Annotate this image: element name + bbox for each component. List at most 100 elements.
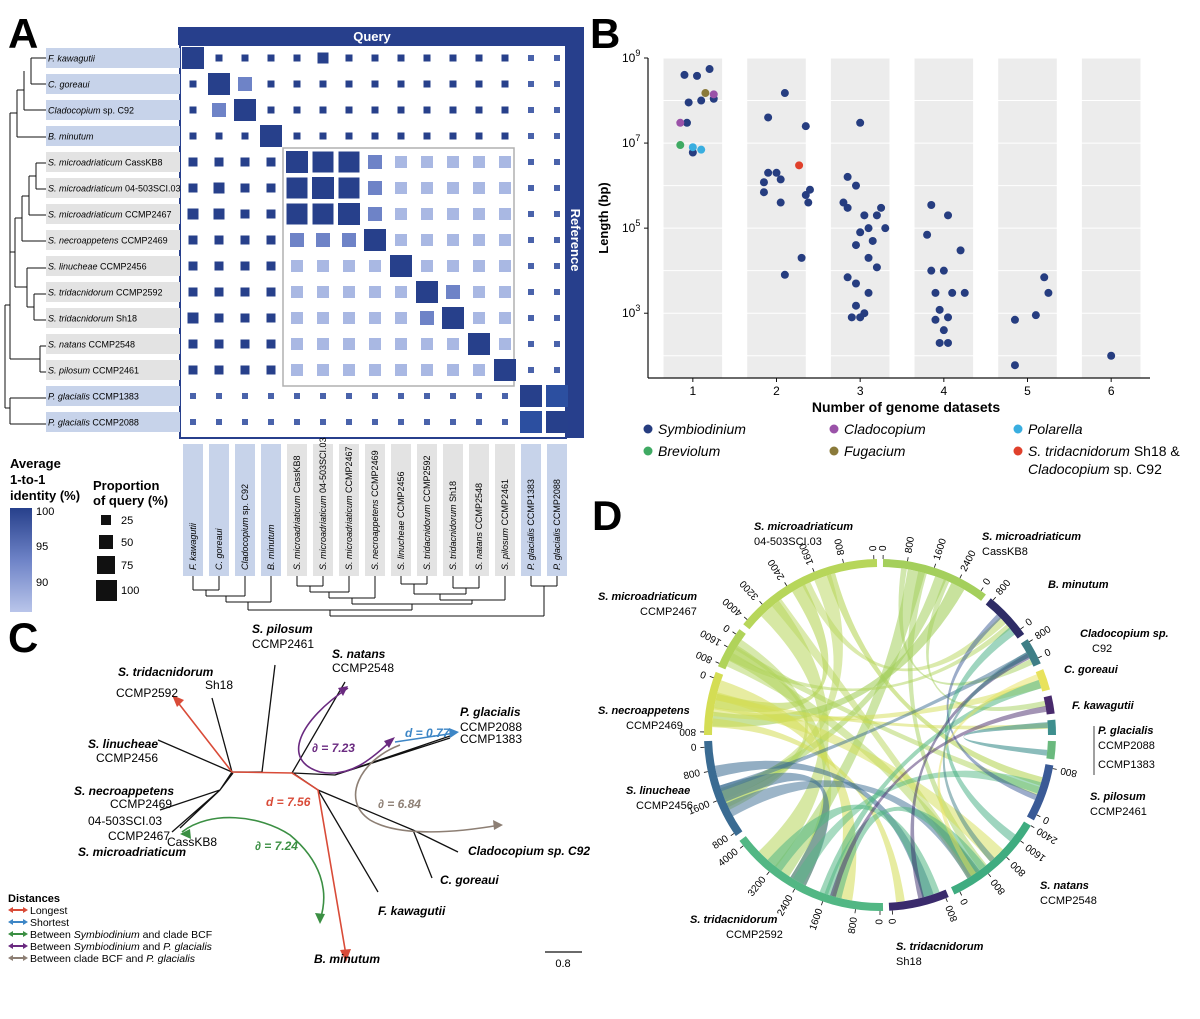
- label-part: S. pilosum: [500, 527, 510, 570]
- heatmap-cell: [343, 260, 355, 272]
- heatmap-cell: [449, 54, 457, 62]
- circos-tick: [945, 898, 948, 903]
- heatmap-cell: [293, 132, 301, 140]
- heatmap-cell: [421, 338, 433, 350]
- heatmap-cell: [423, 132, 431, 140]
- column-label: P. glacialis CCMP1383: [526, 479, 536, 570]
- label-part: Sh18 &: [1130, 443, 1180, 459]
- row-label: S. pilosum CCMP2461: [48, 366, 139, 376]
- data-point: [780, 89, 789, 98]
- column-label-band: [443, 444, 463, 576]
- chromosome-segment: [1035, 669, 1051, 692]
- chromosome-segment: [985, 598, 1025, 639]
- label-part: 10: [622, 306, 636, 320]
- heatmap-cell: [416, 281, 438, 303]
- circos-label-name: B. minutum: [1048, 579, 1109, 591]
- dataset-band: [663, 58, 723, 378]
- heatmap-cell: [390, 255, 412, 277]
- heatmap-cell: [212, 103, 226, 117]
- label-part: CCMP2467: [123, 210, 172, 220]
- data-point: [927, 266, 936, 275]
- circos-tick-label: 4000: [720, 595, 744, 618]
- legend-marker: [643, 424, 653, 434]
- label-part: Fugacium: [844, 443, 906, 459]
- legend-marker: [829, 446, 839, 456]
- heatmap-cell: [266, 157, 276, 167]
- row-dendrogram: [4, 57, 46, 425]
- chromosome-segment: [1047, 719, 1056, 735]
- circos-tick: [821, 901, 824, 906]
- legend-arrow-head: [23, 955, 28, 961]
- circos-tick-label: 2400: [766, 557, 787, 582]
- heatmap-cell: [294, 393, 300, 399]
- heatmap-cell: [240, 313, 250, 323]
- identity-legend-title-2: 1-to-1: [10, 472, 45, 487]
- row-label: C. goreaui: [48, 80, 91, 90]
- heatmap-cell: [446, 285, 460, 299]
- heatmap-cell: [494, 359, 516, 381]
- data-point: [676, 118, 685, 127]
- circos-tick-label: 800: [903, 536, 917, 555]
- label-part: S. natans: [474, 531, 484, 570]
- row-label-band: [46, 152, 180, 172]
- heatmap-cell: [290, 233, 304, 247]
- label-part: S. tridacnidorum: [48, 288, 114, 298]
- row-label-band: [46, 282, 180, 302]
- heatmap-cell: [447, 182, 459, 194]
- circos-label-strain: Sh18: [896, 956, 922, 968]
- b-y-axis-label: Length (bp): [596, 182, 611, 253]
- label-part: sp. C92: [1110, 461, 1162, 477]
- circos-tick: [1020, 840, 1024, 844]
- heatmap-cell: [473, 260, 485, 272]
- heatmap-cell: [442, 307, 464, 329]
- heatmap-cell: [234, 99, 256, 121]
- circos-tick-label: 1600: [698, 627, 723, 648]
- label-part: 10: [622, 221, 636, 235]
- data-point: [944, 211, 953, 220]
- identity-tick-95: 95: [36, 541, 48, 553]
- heatmap-cell: [371, 54, 379, 62]
- tree-tip-name: S. necroappetens: [74, 784, 174, 798]
- legend-arrow-head: [8, 919, 13, 925]
- data-point: [931, 315, 940, 324]
- label-part: S. necroappetens: [370, 499, 380, 570]
- row-label: Cladocopium sp. C92: [48, 106, 134, 116]
- heatmap-cell: [473, 312, 485, 324]
- circos-tick-label: 800: [679, 726, 696, 737]
- heatmap-cell: [291, 260, 303, 272]
- column-label: S. tridacnidorum Sh18: [448, 481, 458, 570]
- heatmap-cell: [368, 181, 382, 195]
- data-point: [939, 326, 948, 335]
- chromosome-segment: [743, 559, 878, 630]
- data-point: [693, 71, 702, 80]
- circos-label-strain: CCMP2088: [1098, 740, 1155, 752]
- heatmap-cell: [502, 419, 508, 425]
- heatmap-cell: [213, 182, 225, 194]
- distance-shortest: d = 0.77: [405, 726, 451, 740]
- data-point: [1107, 351, 1116, 360]
- circos-tick: [759, 600, 763, 605]
- heatmap-cell: [238, 77, 252, 91]
- heatmap-cell: [447, 364, 459, 376]
- heatmap-cell: [554, 185, 560, 191]
- legend-arrow-head: [23, 907, 28, 913]
- label-part: S. microadriaticum: [318, 495, 328, 570]
- label-part: S. tridacnidorum: [448, 504, 458, 570]
- tree-tip-name: S. microadriaticum: [78, 845, 186, 859]
- label-part: 10: [622, 51, 636, 65]
- heatmap-cell: [320, 393, 326, 399]
- panel-letter-d: D: [592, 492, 622, 539]
- circos-tick: [1006, 856, 1010, 861]
- heatmap-cell: [338, 151, 360, 173]
- proportion-legend-title-2: of query (%): [93, 493, 168, 508]
- circos-tick: [1052, 768, 1057, 770]
- heatmap-cell: [293, 106, 301, 114]
- synteny-ribbon: [944, 627, 1016, 842]
- heatmap-cell: [266, 183, 276, 193]
- circos-tick: [980, 587, 984, 592]
- circos-tick: [1020, 626, 1024, 630]
- row-label-band: [46, 308, 180, 328]
- circos-label-strain: C92: [1092, 643, 1112, 655]
- data-point: [864, 253, 873, 262]
- circos-label-name: S. natans: [1040, 880, 1089, 892]
